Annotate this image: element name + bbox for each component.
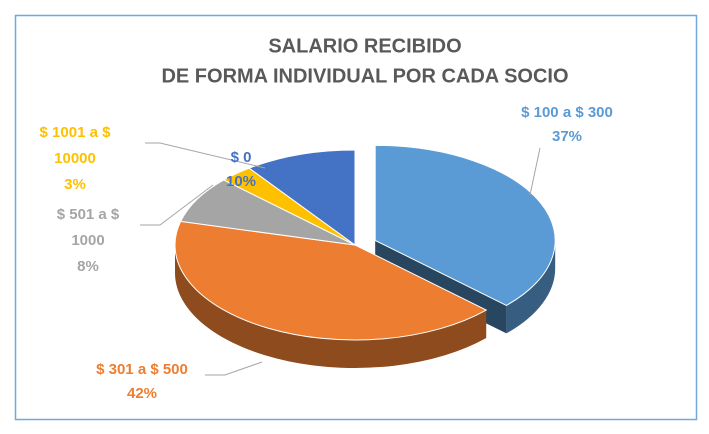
chart-title: DE FORMA INDIVIDUAL POR CADA SOCIO	[161, 65, 568, 87]
leader-line	[140, 184, 214, 226]
leader-line	[205, 361, 263, 376]
leader-line	[145, 142, 266, 169]
slice	[179, 179, 356, 246]
data-label-value: 3%	[64, 176, 86, 193]
slice-side	[506, 240, 556, 334]
slice	[174, 220, 488, 341]
leader-line	[529, 147, 541, 196]
slice	[248, 149, 356, 246]
data-label-value: 37%	[552, 128, 582, 145]
chart-title: SALARIO RECIBIDO	[268, 35, 461, 57]
data-label-category: $ 100 a $ 300	[521, 104, 613, 121]
data-label-category: $ 0	[231, 149, 252, 166]
data-label-category: $ 1001 a $10000	[40, 124, 112, 167]
data-label-category: $ 501 a $1000	[57, 206, 120, 249]
slice-side	[175, 245, 487, 368]
slice	[374, 144, 556, 306]
data-label-category: $ 301 a $ 500	[96, 361, 188, 378]
data-label-value: 8%	[77, 258, 99, 275]
data-label-value: 42%	[127, 385, 157, 402]
data-label-value: 10%	[226, 173, 256, 190]
